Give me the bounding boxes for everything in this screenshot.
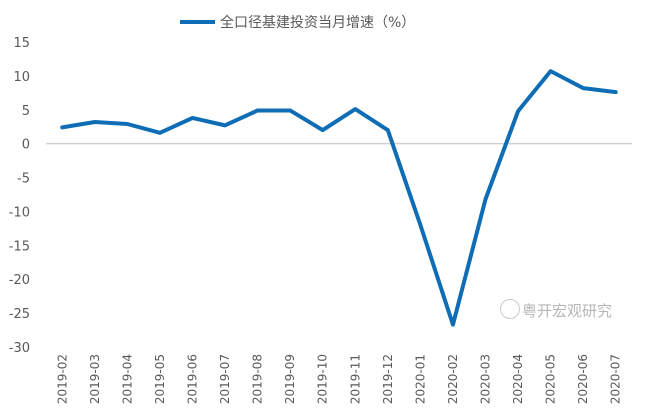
x-tick-label: 2019-03: [88, 354, 102, 404]
data-point: [159, 132, 161, 134]
data-point: [322, 129, 324, 131]
x-tick-label: 2019-12: [381, 354, 395, 404]
data-point: [419, 224, 421, 226]
data-point: [517, 110, 519, 112]
y-tick-label: -10: [9, 205, 30, 220]
y-tick-label: -25: [9, 307, 30, 322]
y-tick-label: -15: [9, 239, 30, 254]
x-tick-label: 2020-01: [413, 354, 427, 404]
x-tick-label: 2019-09: [283, 354, 297, 404]
legend-label: 全口径基建投资当月增速（%）: [220, 14, 415, 31]
y-tick-label: 10: [13, 70, 30, 85]
x-tick-label: 2019-07: [218, 354, 232, 404]
data-point: [354, 108, 356, 110]
x-tick-label: 2020-02: [446, 354, 460, 404]
data-point: [94, 121, 96, 123]
x-tick-label: 2019-10: [316, 354, 330, 404]
watermark-logo-icon: [500, 299, 520, 319]
series-line: [60, 69, 618, 327]
x-tick-label: 2019-08: [251, 354, 265, 404]
data-point: [192, 117, 193, 119]
data-point: [224, 124, 226, 126]
legend: 全口径基建投资当月增速（%）: [180, 14, 415, 31]
y-tick-label: -30: [9, 341, 30, 356]
y-tick-label: -20: [9, 273, 30, 288]
x-tick-label: 2020-03: [479, 354, 493, 404]
x-tick-label: 2020-04: [511, 354, 525, 404]
data-point: [615, 91, 617, 93]
data-point: [582, 87, 584, 89]
watermark: 粤开宏观研究: [522, 302, 613, 320]
data-point: [289, 109, 291, 111]
x-tick-label: 2019-04: [120, 354, 134, 404]
x-tick-label: 2020-07: [609, 354, 623, 404]
x-tick-label: 2019-11: [348, 354, 362, 404]
y-tick-label: 5: [22, 104, 30, 119]
x-tick-label: 2020-05: [544, 354, 558, 404]
data-point: [452, 324, 454, 326]
x-tick-label: 2020-06: [576, 354, 590, 404]
y-tick-label: 0: [22, 138, 30, 153]
y-tick-label: -5: [17, 172, 30, 187]
data-point: [61, 126, 63, 128]
data-point: [550, 70, 552, 72]
x-tick-label: 2019-05: [153, 354, 167, 404]
data-point: [257, 109, 259, 111]
x-tick-label: 2019-06: [186, 354, 200, 404]
data-point: [485, 198, 486, 200]
x-tick-label: 2019-02: [55, 354, 69, 404]
data-point: [387, 129, 389, 131]
y-tick-label: 15: [13, 36, 30, 51]
data-point: [126, 123, 128, 125]
